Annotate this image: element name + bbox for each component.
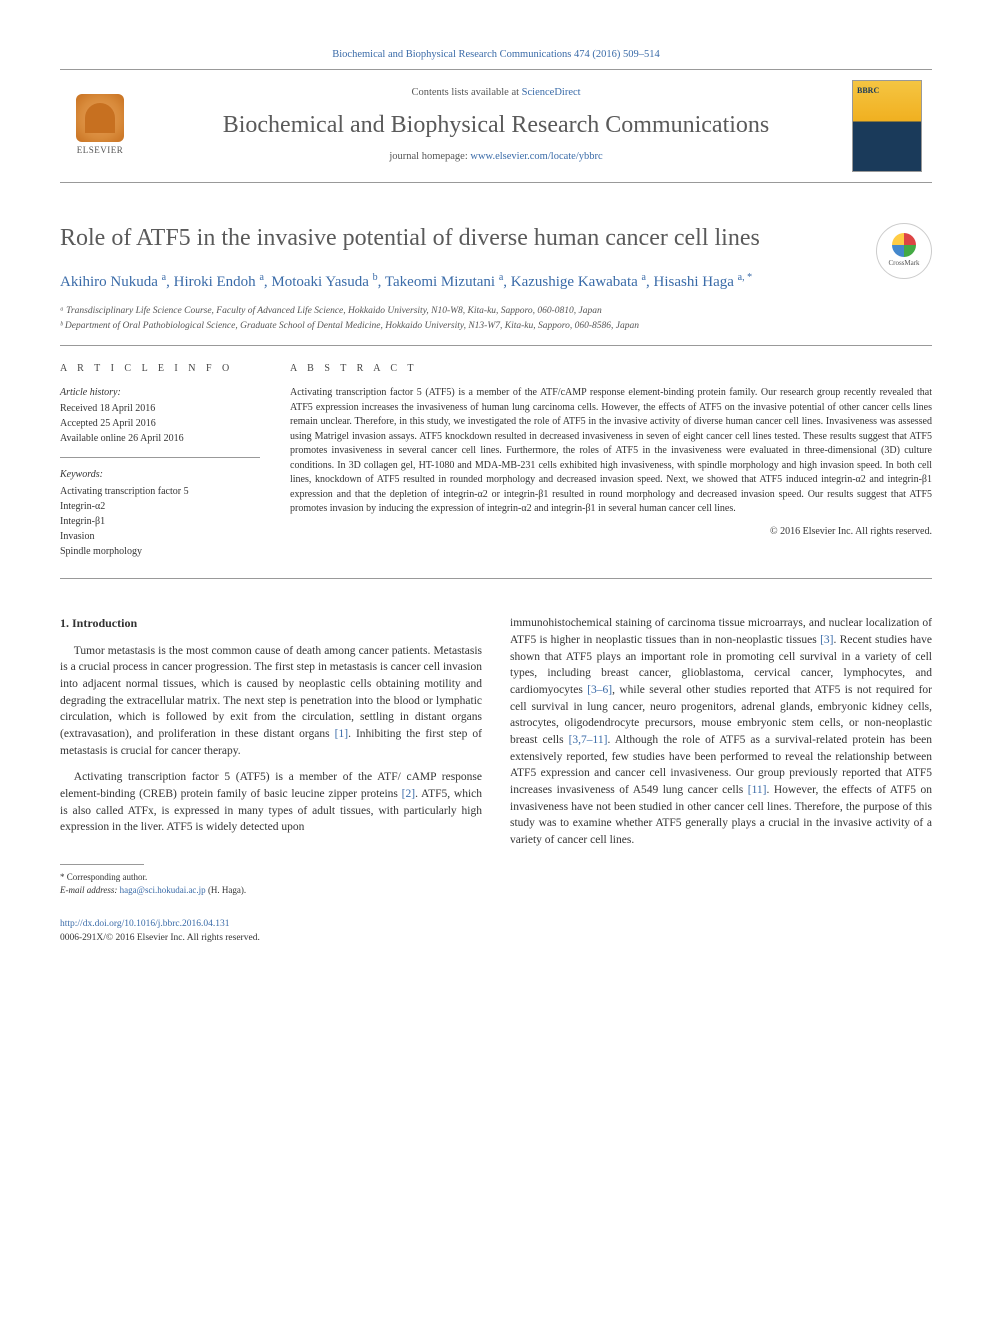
contents-line: Contents lists available at ScienceDirec…	[150, 86, 842, 101]
history-label: Article history:	[60, 386, 260, 400]
text-run: Tumor metastasis is the most common caus…	[60, 645, 482, 740]
journal-cover-icon	[852, 80, 922, 172]
article-info-heading: A R T I C L E I N F O	[60, 362, 260, 376]
received-date: Received 18 April 2016	[60, 402, 260, 416]
citation-link[interactable]: [11]	[748, 784, 767, 796]
paragraph: immunohistochemical staining of carcinom…	[510, 615, 932, 848]
masthead-center: Contents lists available at ScienceDirec…	[150, 86, 842, 165]
publisher-logo-block: ELSEVIER	[60, 94, 140, 158]
online-date: Available online 26 April 2016	[60, 432, 260, 446]
keyword: Spindle morphology	[60, 545, 260, 559]
citation-link[interactable]: [2]	[402, 788, 415, 800]
sciencedirect-link[interactable]: ScienceDirect	[522, 87, 581, 98]
issn-copyright: 0006-291X/© 2016 Elsevier Inc. All right…	[60, 932, 932, 945]
citation-link[interactable]: [3]	[820, 634, 833, 646]
citation-link[interactable]: [3–6]	[587, 684, 612, 696]
paper-page: Biochemical and Biophysical Research Com…	[0, 0, 992, 985]
elsevier-tree-icon: ELSEVIER	[76, 94, 124, 157]
citation-link[interactable]: [1]	[335, 728, 348, 740]
citation-link[interactable]: [3,7–11]	[569, 734, 608, 746]
info-abstract-row: A R T I C L E I N F O Article history: R…	[60, 362, 932, 579]
page-footer: http://dx.doi.org/10.1016/j.bbrc.2016.04…	[60, 918, 932, 945]
journal-homepage-line: journal homepage: www.elsevier.com/locat…	[150, 150, 842, 165]
affiliation: ᵃ Transdisciplinary Life Science Course,…	[60, 305, 932, 318]
keyword: Integrin-β1	[60, 515, 260, 529]
footnote-divider	[60, 864, 144, 865]
header-citation: Biochemical and Biophysical Research Com…	[60, 48, 932, 63]
article-title: Role of ATF5 in the invasive potential o…	[60, 223, 866, 253]
column-right: immunohistochemical staining of carcinom…	[510, 615, 932, 896]
doi-link[interactable]: http://dx.doi.org/10.1016/j.bbrc.2016.04…	[60, 919, 230, 929]
abstract-heading: A B S T R A C T	[290, 362, 932, 376]
email-suffix: (H. Haga).	[206, 885, 246, 895]
corr-label: * Corresponding author.	[60, 871, 482, 884]
journal-cover-block	[852, 80, 932, 172]
publisher-name: ELSEVIER	[76, 144, 124, 157]
article-info: A R T I C L E I N F O Article history: R…	[60, 362, 260, 560]
author-email-link[interactable]: haga@sci.hokudai.ac.jp	[120, 885, 206, 895]
crossmark-icon	[892, 233, 916, 257]
article-history: Article history: Received 18 April 2016 …	[60, 386, 260, 458]
contents-prefix: Contents lists available at	[411, 87, 521, 98]
keyword: Invasion	[60, 530, 260, 544]
abstract-text: Activating transcription factor 5 (ATF5)…	[290, 386, 932, 517]
email-line: E-mail address: haga@sci.hokudai.ac.jp (…	[60, 884, 482, 897]
affiliation: ᵇ Department of Oral Pathobiological Sci…	[60, 320, 932, 333]
crossmark-badge[interactable]: CrossMark	[876, 223, 932, 279]
homepage-prefix: journal homepage:	[389, 151, 470, 162]
authors-list: Akihiro Nukuda a, Hiroki Endoh a, Motoak…	[60, 271, 866, 293]
paragraph: Tumor metastasis is the most common caus…	[60, 643, 482, 760]
crossmark-label: CrossMark	[888, 259, 919, 269]
abstract-block: A B S T R A C T Activating transcription…	[290, 362, 932, 560]
accepted-date: Accepted 25 April 2016	[60, 417, 260, 431]
journal-masthead: ELSEVIER Contents lists available at Sci…	[60, 69, 932, 183]
journal-name: Biochemical and Biophysical Research Com…	[150, 109, 842, 143]
paragraph: Activating transcription factor 5 (ATF5)…	[60, 769, 482, 836]
column-left: 1. Introduction Tumor metastasis is the …	[60, 615, 482, 896]
keywords-block: Keywords: Activating transcription facto…	[60, 468, 260, 559]
title-block: Role of ATF5 in the invasive potential o…	[60, 223, 932, 305]
keywords-label: Keywords:	[60, 468, 260, 482]
body-columns: 1. Introduction Tumor metastasis is the …	[60, 615, 932, 896]
email-label: E-mail address:	[60, 885, 120, 895]
section-heading: 1. Introduction	[60, 615, 482, 632]
abstract-copyright: © 2016 Elsevier Inc. All rights reserved…	[290, 525, 932, 539]
affiliations: ᵃ Transdisciplinary Life Science Course,…	[60, 305, 932, 347]
title-main: Role of ATF5 in the invasive potential o…	[60, 223, 866, 305]
journal-homepage-link[interactable]: www.elsevier.com/locate/ybbrc	[470, 151, 602, 162]
keyword: Integrin-α2	[60, 500, 260, 514]
corresponding-author-note: * Corresponding author. E-mail address: …	[60, 871, 482, 896]
keyword: Activating transcription factor 5	[60, 485, 260, 499]
